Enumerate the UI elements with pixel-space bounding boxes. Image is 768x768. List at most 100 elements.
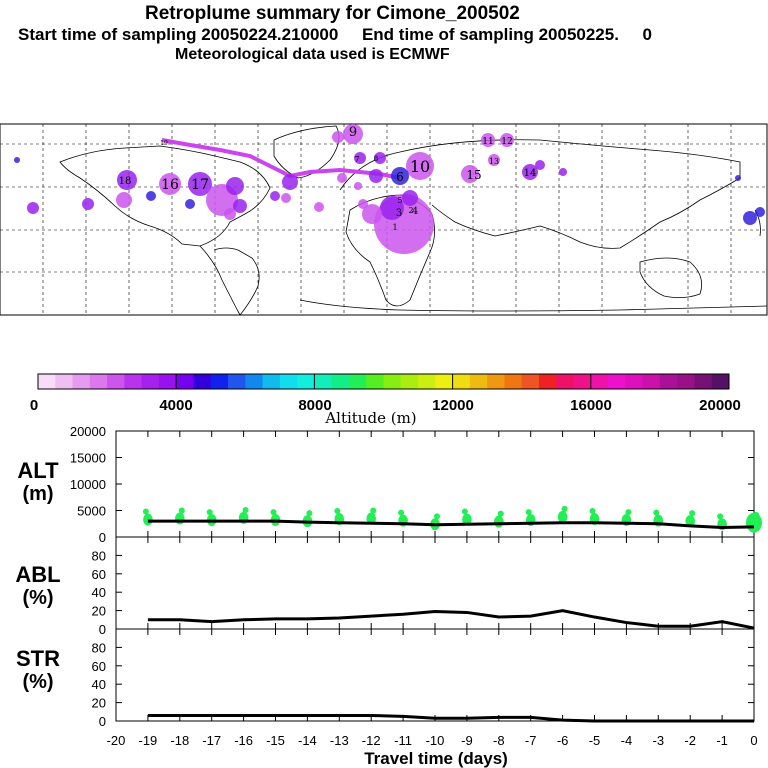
colorbar-swatch (366, 374, 384, 389)
x-tick-label: -6 (557, 733, 569, 748)
plume-day-label: 4 (412, 206, 418, 217)
colorbar-swatch (262, 374, 281, 389)
x-tick-label: -2 (684, 733, 696, 748)
plume-cluster (332, 131, 344, 143)
colorbar-tick-label: 4000 (159, 397, 192, 414)
colorbar-swatch (590, 374, 609, 389)
plume-day-label: 14 (524, 168, 537, 179)
plume-point-upper (398, 509, 405, 516)
plume-point-upper (142, 508, 149, 515)
plume-point-upper (242, 506, 249, 513)
x-tick-label: -5 (589, 733, 601, 748)
plume-cluster (27, 202, 39, 214)
plume-cluster (362, 204, 382, 224)
colorbar-swatch (141, 374, 160, 389)
plume-cluster (116, 192, 132, 208)
colorbar-swatch (348, 374, 367, 389)
y-tick-label: 15000 (70, 451, 106, 466)
colorbar-swatch (89, 374, 108, 389)
plume-point-upper (753, 511, 759, 518)
x-tick-label: -3 (653, 733, 665, 748)
plume-point-upper (525, 509, 532, 516)
colorbar-swatch (452, 374, 471, 389)
colorbar-swatch (504, 374, 523, 389)
colorbar-swatch (176, 374, 194, 389)
plume-day-label: 6 (396, 170, 404, 184)
plume-cluster (369, 169, 383, 183)
y-tick-label: 0 (99, 530, 106, 545)
colorbar-swatch (55, 374, 74, 389)
y-tick-label: 60 (92, 659, 106, 674)
plume-cluster (535, 160, 545, 170)
y-tick-label: 20 (92, 604, 106, 619)
series-line (147, 519, 755, 529)
plume-day-label: 2 (408, 206, 413, 215)
colorbar-swatch (435, 374, 454, 389)
panel-unit: (%) (22, 671, 53, 693)
x-tick-label: -13 (330, 733, 349, 748)
plume-cluster (82, 198, 94, 210)
plume-cluster (391, 167, 409, 185)
plume-point-upper (270, 509, 277, 516)
x-tick-label: -15 (266, 733, 285, 748)
colorbar-swatch (711, 374, 730, 389)
time-series-panels: 20000150001000050000ALT(m)806040200ABL(%… (15, 424, 762, 768)
plume-cluster (146, 191, 156, 201)
colorbar-swatch (418, 374, 436, 389)
plume-cluster (358, 199, 368, 209)
y-tick-label: 20000 (70, 424, 106, 439)
x-tick-label: 0 (750, 733, 757, 748)
x-axis-title: Travel time (days) (364, 749, 508, 768)
plume-point-upper (461, 508, 468, 515)
plume-cluster (481, 133, 495, 147)
colorbar-swatch (228, 374, 246, 389)
plume-day-label: 18 (119, 176, 132, 187)
colorbar-swatch (573, 374, 592, 389)
x-tick-label: -8 (493, 733, 505, 748)
plume-day-label: 12 (501, 137, 512, 147)
y-tick-label: 0 (99, 714, 106, 729)
colorbar-tick-label: 20000 (699, 397, 741, 414)
plume-cluster (337, 173, 347, 183)
chart-title: Retroplume summary for Cimone_200502 (145, 3, 520, 24)
panel-frame (115, 628, 755, 722)
plume-day-label: 8 (374, 155, 378, 163)
x-tick-label: -7 (525, 733, 537, 748)
plume-point-upper (434, 513, 440, 520)
plume-point-upper (370, 507, 377, 514)
x-tick-label: -10 (426, 733, 445, 748)
met-data-line: Meteorological data used is ECMWF (175, 46, 450, 63)
plume-cluster (281, 193, 291, 203)
plume-day-label: 10 (410, 157, 430, 176)
y-tick-label: 40 (92, 677, 106, 692)
panel-label: ABL (15, 562, 60, 587)
plume-point-upper (589, 508, 596, 515)
plume-cluster (270, 191, 280, 201)
colorbar-tick-label: 16000 (570, 397, 612, 414)
y-tick-label: 80 (92, 548, 106, 563)
colorbar-swatch (210, 374, 229, 389)
panel-str: 80 60 40 20 0 STR(%) (16, 628, 755, 729)
colorbar-swatch (659, 374, 678, 389)
plume-day-label: 11 (482, 137, 493, 147)
plume-point-upper (625, 509, 632, 516)
colorbar-swatch (72, 374, 91, 389)
colorbar-title: Altitude (m) (324, 409, 416, 427)
x-tick-label: -18 (170, 733, 189, 748)
plume-cluster (500, 133, 514, 147)
plume-day-label: 9 (349, 125, 357, 140)
plume-cluster (402, 190, 418, 206)
colorbar-swatch (556, 374, 575, 389)
plume-cluster (522, 164, 538, 180)
colorbar-swatch (314, 374, 333, 389)
plume-cluster (461, 165, 479, 183)
colorbar-swatch (297, 374, 315, 389)
plume-cluster (233, 199, 247, 213)
plume-point (143, 513, 153, 526)
plume-point-upper (689, 510, 696, 517)
plume-day-label: 19 (160, 140, 168, 147)
colorbar-swatch (331, 374, 350, 389)
plume-cluster (314, 202, 324, 212)
